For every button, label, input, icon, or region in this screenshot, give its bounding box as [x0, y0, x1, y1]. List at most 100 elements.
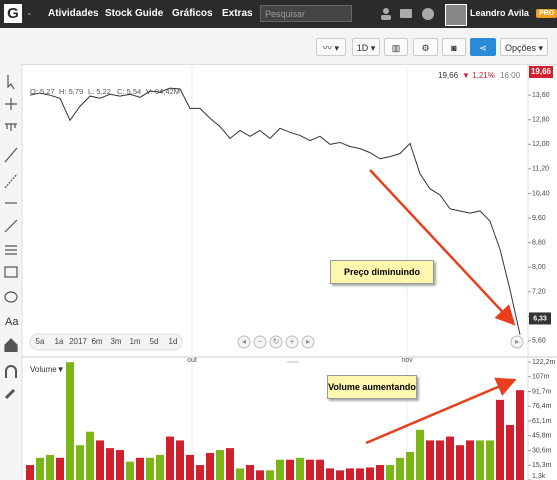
range-button[interactable]: 2017 [69, 337, 87, 346]
volume-bar [276, 459, 284, 480]
range-button[interactable]: 3m [110, 337, 121, 346]
annotation-arrow [369, 169, 516, 326]
volume-bar [146, 457, 154, 480]
range-button[interactable]: 5d [150, 337, 159, 346]
options-label: Opções [504, 43, 536, 53]
volume-bar [386, 465, 394, 480]
volume-bar [456, 445, 464, 480]
volume-bar [206, 452, 214, 480]
volume-title: Volume▼ [30, 365, 65, 374]
volume-bar [256, 470, 264, 480]
interval-button[interactable]: 1D ▾ [352, 38, 380, 56]
range-button[interactable]: 1a [55, 337, 64, 346]
ray-tool[interactable] [4, 173, 18, 189]
crosshair-tool[interactable] [5, 98, 17, 110]
menu-item[interactable]: Atividades [48, 8, 99, 19]
volume-bar [36, 457, 44, 480]
volume-bar [236, 468, 244, 480]
options-button[interactable]: Opções ▾ [500, 38, 548, 56]
extended-line-tool[interactable] [4, 219, 18, 233]
indicators-button[interactable]: ▥ [384, 38, 408, 56]
avatar[interactable] [445, 4, 467, 26]
scroll-left-button[interactable] [237, 335, 251, 349]
zoom-out-button[interactable] [253, 335, 267, 349]
volume-bar [316, 459, 324, 480]
magnet-tool[interactable] [5, 365, 17, 378]
volume-bar [136, 457, 144, 480]
range-button[interactable]: 6m [91, 337, 102, 346]
zoom-in-button[interactable] [285, 335, 299, 349]
people-icon[interactable] [381, 15, 391, 20]
glyph: + [290, 337, 295, 346]
rectangle-tool[interactable] [4, 266, 18, 278]
volume-bar [306, 459, 314, 480]
volume-bar [76, 445, 84, 480]
logo[interactable]: G [4, 4, 22, 23]
range-button[interactable]: 1m [129, 337, 140, 346]
text-tool[interactable]: Aa [5, 316, 19, 328]
range-button[interactable]: 5a [36, 337, 45, 346]
snapshot-button[interactable]: ◙ [442, 38, 466, 56]
volume-bar [356, 468, 364, 480]
y-tick-label: 76,4m [532, 403, 552, 410]
eraser-tool[interactable] [4, 388, 16, 400]
y-tick-label: 30,6m [532, 447, 552, 454]
glyph: ▸ [515, 337, 519, 346]
user-name[interactable]: Leandro Avila [470, 8, 529, 18]
reset-button[interactable] [269, 335, 283, 349]
y-tick-label: 15,3m [532, 462, 552, 469]
globe-icon[interactable] [422, 8, 434, 20]
share-button[interactable]: ⋖ [470, 38, 496, 56]
volume-bar [376, 465, 384, 480]
people-icon[interactable] [383, 8, 389, 14]
go-latest-button[interactable] [510, 335, 524, 349]
interval-label: 1D [356, 43, 369, 53]
menu-item[interactable]: Stock Guide [105, 8, 164, 19]
volume-bar [486, 440, 494, 480]
header-change: ▼ 1,21% [462, 71, 495, 80]
volume-bar [216, 450, 224, 480]
volume-bar [516, 390, 524, 480]
volume-bar [166, 436, 174, 480]
volume-bar [416, 429, 424, 480]
glyph: ↻ [273, 337, 280, 346]
volume-bar [196, 465, 204, 480]
measure-tool[interactable] [5, 123, 17, 131]
chart-type-button[interactable]: 〰 ▾ [316, 38, 346, 56]
menu-item[interactable]: Extras [222, 8, 253, 19]
volume-bar [266, 470, 274, 480]
trendline-tool[interactable] [4, 147, 18, 163]
x-tick-label: out [187, 357, 197, 364]
ellipse-tool[interactable] [4, 291, 18, 303]
volume-bar [326, 468, 334, 480]
glyph: ▸ [306, 337, 310, 346]
volume-bar [56, 457, 64, 480]
nav-icons [381, 8, 434, 20]
search-input[interactable]: Pesquisar [260, 5, 352, 22]
volume-bar [446, 436, 454, 480]
menu-item[interactable]: Gráficos [172, 8, 213, 19]
arrow-tool[interactable] [4, 338, 18, 352]
volume-bar [126, 461, 134, 480]
volume-bar [96, 440, 104, 480]
logo-caret[interactable]: ⌄ [26, 8, 33, 17]
settings-button[interactable]: ⚙ [413, 38, 438, 56]
y-tick-label: 5,60 [532, 338, 546, 345]
y-tick-label: 45,8m [532, 433, 552, 440]
volume-bar [66, 362, 74, 480]
cursor-tool[interactable] [7, 75, 15, 90]
scroll-right-button[interactable] [301, 335, 315, 349]
y-tick-label: 61,1m [532, 418, 552, 425]
chat-icon[interactable] [400, 9, 412, 18]
toolbar: 〰 ▾ 1D ▾ ▥ ⚙ ◙ ⋖ Opções ▾ [0, 28, 557, 65]
nav-buttons [237, 335, 524, 349]
ohlc-item: H: 5,79 [59, 87, 83, 96]
volume-bar [286, 459, 294, 480]
range-button[interactable]: 1d [169, 337, 178, 346]
y-tick-label: 12,80 [532, 117, 550, 124]
fib-tool[interactable] [5, 245, 17, 255]
volume-bar [86, 431, 94, 480]
y-tick-label: 8,00 [532, 264, 546, 271]
